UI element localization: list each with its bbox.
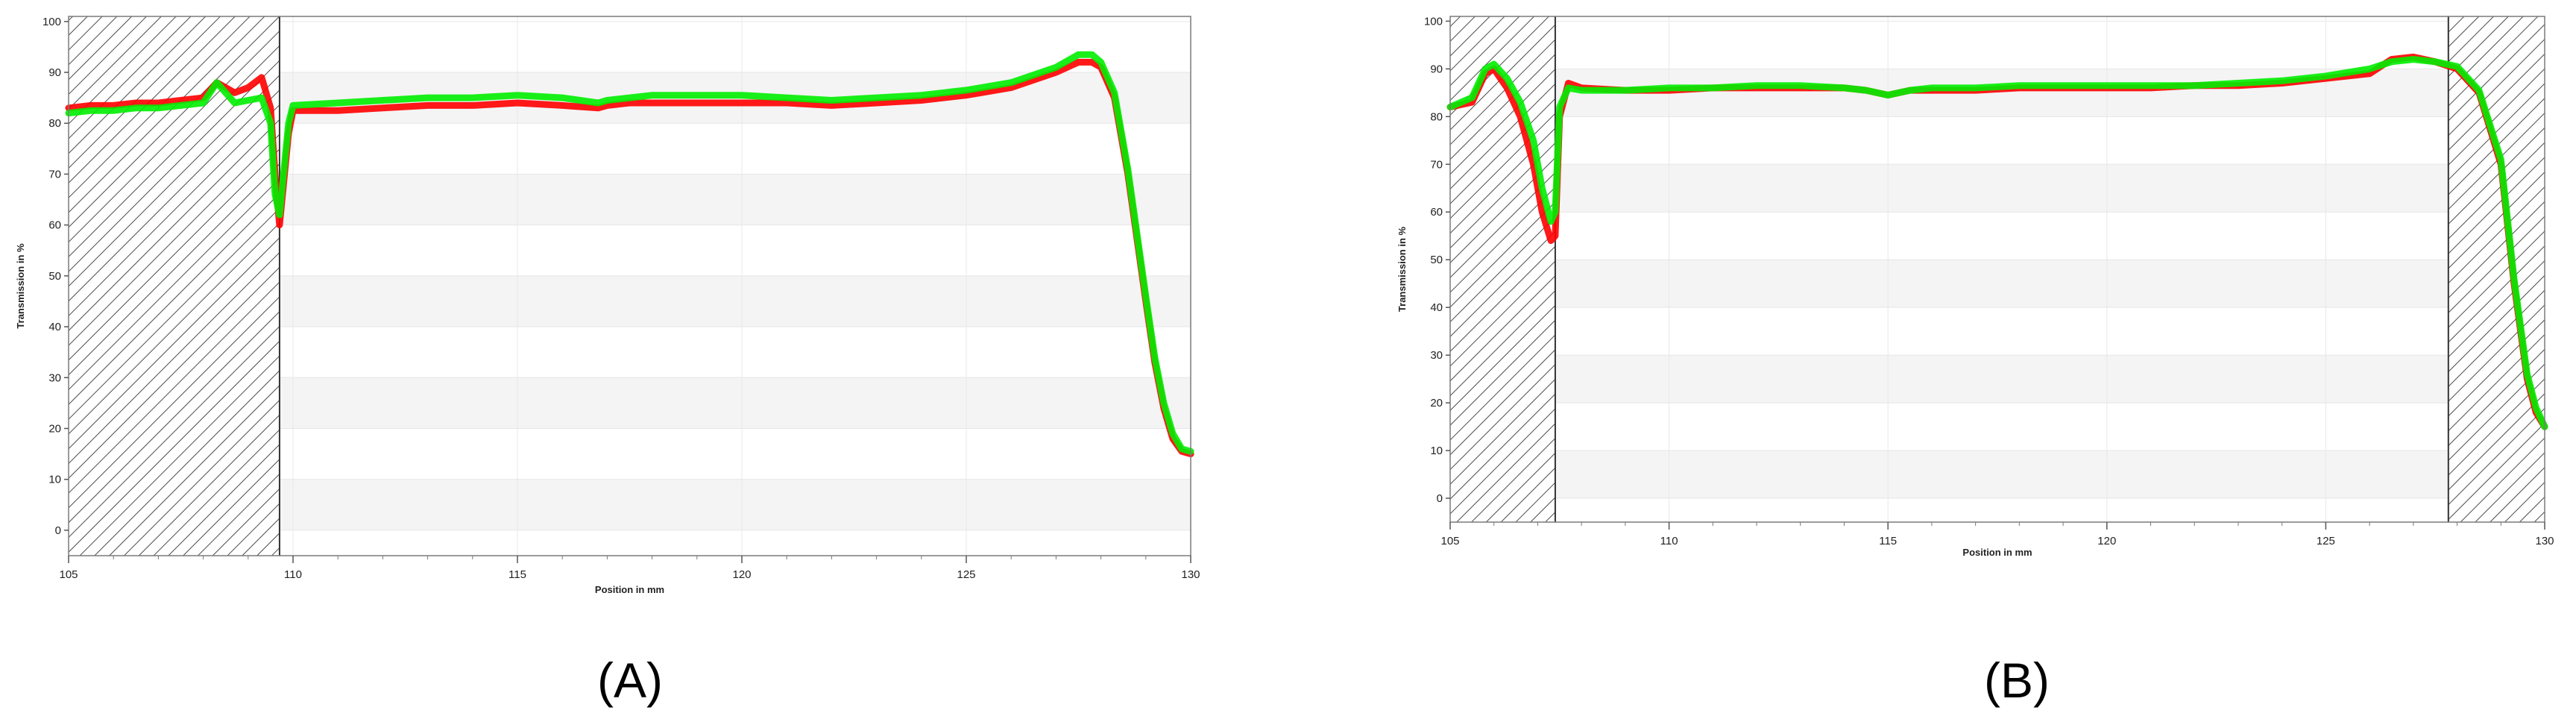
x-tick-label: 110: [1660, 535, 1678, 547]
y-axis-label: Transmission in %: [15, 243, 26, 329]
y-tick-label: 80: [48, 117, 61, 130]
y-tick-label: 50: [1430, 254, 1443, 266]
x-tick-label: 115: [1879, 535, 1897, 547]
hatched-region: [2448, 16, 2545, 522]
y-tick-label: 70: [48, 168, 61, 180]
y-tick-label: 0: [1437, 492, 1443, 505]
x-tick-label: 125: [957, 568, 975, 581]
grid-band: [1450, 260, 2545, 308]
x-axis-label: Position in mm: [595, 584, 664, 595]
plot-border: [68, 16, 1191, 556]
chart-panel-b: 0 10 20 30 40 50 60 70 80 90 100 105 110 115 120 125 130…: [1396, 15, 2554, 708]
grid-band: [1450, 355, 2545, 404]
grid-band: [1450, 164, 2545, 213]
y-tick-label: 30: [48, 371, 61, 384]
y-tick-label: 90: [48, 66, 61, 79]
y-tick-label: 40: [48, 321, 61, 333]
x-tick-label: 130: [2535, 535, 2554, 547]
chart-panel-a: 0 10 20 30 40 50 60 70 80 90 100 105 110 115 120 125 130…: [15, 16, 1200, 708]
y-tick-label: 10: [48, 474, 61, 486]
series-line: [65, 51, 1194, 455]
x-tick-label: 110: [284, 568, 302, 581]
y-axis-label: Transmission in %: [1396, 226, 1408, 312]
x-tick-label: 130: [1181, 568, 1200, 581]
y-tick-label: 90: [1430, 63, 1443, 75]
y-tick-label: 0: [55, 524, 61, 537]
y-tick-label: 100: [1424, 15, 1443, 28]
series-line: [1446, 56, 2548, 430]
y-tick-label: 20: [1430, 397, 1443, 409]
plot-border: [1449, 16, 2545, 523]
y-tick-label: 10: [1430, 445, 1443, 457]
x-tick-label: 120: [732, 568, 751, 581]
x-axis-label: Position in mm: [1962, 547, 2032, 558]
y-tick-label: 20: [48, 422, 61, 435]
x-tick-label: 105: [59, 568, 78, 581]
y-tick-label: 40: [1430, 301, 1443, 314]
grid-band: [1450, 451, 2545, 499]
y-tick-label: 100: [42, 16, 61, 28]
y-tick-label: 70: [1430, 158, 1443, 171]
hatched-region: [1450, 16, 1555, 522]
y-tick-label: 50: [48, 270, 61, 283]
x-tick-label: 120: [2097, 535, 2116, 547]
y-tick-label: 80: [1430, 110, 1443, 123]
y-tick-label: 30: [1430, 349, 1443, 362]
y-tick-label: 60: [1430, 206, 1443, 219]
x-tick-label: 115: [508, 568, 526, 581]
panel-label-a: (A): [597, 653, 663, 708]
x-tick-label: 125: [2317, 535, 2335, 547]
y-tick-label: 60: [48, 219, 61, 232]
x-tick-label: 105: [1440, 535, 1459, 547]
panel-label-b: (B): [1984, 653, 2050, 708]
